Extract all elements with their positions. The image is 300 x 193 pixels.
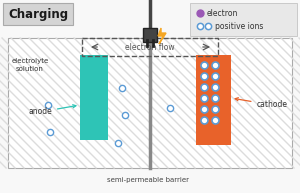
Text: cathode: cathode — [235, 98, 287, 109]
Text: positive ions: positive ions — [215, 21, 263, 30]
Text: anode: anode — [28, 105, 76, 117]
Bar — [82, 38, 218, 56]
Bar — [3, 3, 73, 25]
Bar — [80, 55, 108, 140]
Bar — [8, 38, 292, 168]
Text: electrolyte
solution: electrolyte solution — [11, 58, 49, 72]
Text: electron: electron — [207, 8, 238, 18]
Text: semi-permeable barrier: semi-permeable barrier — [107, 177, 189, 183]
Text: electron flow: electron flow — [125, 42, 175, 52]
Bar — [190, 3, 297, 36]
Polygon shape — [158, 28, 166, 44]
Bar — [143, 28, 157, 42]
Bar — [196, 55, 231, 145]
Text: Charging: Charging — [8, 8, 68, 20]
